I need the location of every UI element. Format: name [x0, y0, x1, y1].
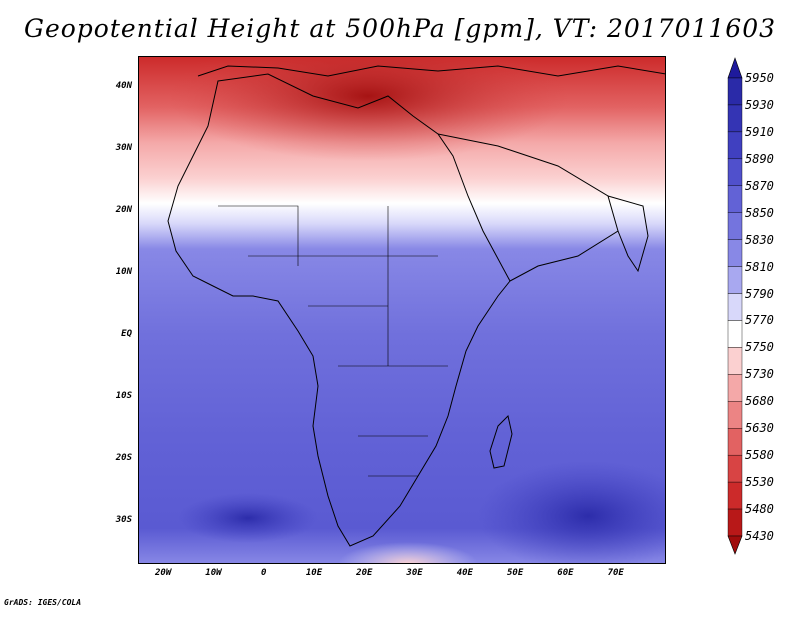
colorbar-swatch [727, 293, 743, 321]
colorbar-label: 5950 [745, 71, 774, 85]
ridge-core-west [178, 493, 318, 543]
lon-tick-label: 40E [456, 568, 473, 578]
colorbar-swatch [727, 454, 743, 483]
colorbar-swatch [727, 158, 743, 186]
colorbar-label: 5870 [745, 178, 774, 193]
lon-tick-label: 20W [155, 568, 172, 578]
lat-tick-label: 10N [115, 266, 132, 277]
colorbar-label: 5750 [745, 340, 774, 355]
lat-tick-label: 20N [115, 204, 132, 215]
colorbar-swatch [727, 428, 743, 456]
colorbar-swatch [727, 481, 743, 510]
colorbar-swatch [727, 131, 743, 160]
colorbar-label: 5770 [745, 313, 774, 328]
ridge-core-east [478, 461, 666, 564]
europe-outline [197, 65, 666, 77]
grads-credit: GrADS: IGES/COLA [4, 598, 82, 607]
colorbar-bottom-arrow [727, 535, 743, 555]
colorbar-top-arrow [727, 57, 743, 79]
arabia-outline [437, 133, 619, 282]
lat-tick-label: EQ [121, 328, 132, 339]
colorbar-label: 5890 [745, 151, 774, 166]
lon-tick-label: 10W [205, 568, 222, 578]
colorbar-swatch [727, 185, 743, 213]
india-outline [607, 195, 649, 273]
lat-tick-label: 10S [115, 390, 132, 401]
lat-tick-label: 30N [115, 142, 132, 153]
map-panel [138, 56, 666, 564]
colorbar-label: 5850 [745, 205, 774, 220]
madagascar-outline [489, 415, 513, 469]
colorbar-label: 5930 [745, 97, 774, 112]
colorbar-label: 5830 [745, 232, 774, 247]
colorbar-label: 5790 [745, 286, 774, 301]
colorbar-label: 5680 [745, 394, 774, 409]
map-title: Geopotential Height at 500hPa [gpm], VT:… [23, 14, 777, 43]
colorbar-swatch [727, 266, 743, 294]
colorbar-swatch [727, 374, 743, 402]
lon-tick-label: 0 [260, 568, 267, 578]
colorbar-label: 5910 [745, 124, 774, 139]
colorbar-label: 5480 [745, 502, 774, 517]
colorbar-label: 5530 [745, 475, 774, 490]
colorbar [727, 57, 743, 555]
colorbar-swatch [727, 239, 743, 267]
colorbar-swatch [727, 401, 743, 429]
colorbar-label: 5730 [745, 367, 774, 382]
lon-tick-label: 20E [356, 568, 373, 578]
south-tip-warm [338, 542, 478, 564]
africa-outline [167, 73, 511, 547]
colorbar-swatch [727, 212, 743, 240]
lon-tick-label: 10E [305, 568, 323, 578]
trough-core [168, 56, 568, 161]
colorbar-swatch [727, 508, 743, 537]
map-frame [138, 56, 666, 564]
contour-map [138, 56, 666, 564]
lat-tick-label: 30S [115, 514, 132, 525]
lat-tick-label: 20S [115, 452, 132, 463]
lon-tick-label: 30E [406, 568, 423, 578]
colorbar-label: 5810 [745, 259, 774, 274]
country-borders [218, 205, 448, 477]
colorbar-swatch [727, 320, 743, 348]
colorbar-label: 5630 [745, 421, 774, 436]
lon-tick-label: 50E [507, 568, 524, 578]
colorbar-label: 5430 [745, 529, 774, 543]
colorbar-swatch [727, 104, 743, 133]
colorbar-label: 5580 [745, 448, 774, 463]
colorbar-swatch [727, 347, 743, 375]
lon-tick-label: 60E [557, 568, 574, 578]
colorbar-swatch [727, 77, 743, 106]
lat-tick-label: 40N [115, 80, 132, 91]
lon-tick-label: 70E [607, 568, 624, 578]
